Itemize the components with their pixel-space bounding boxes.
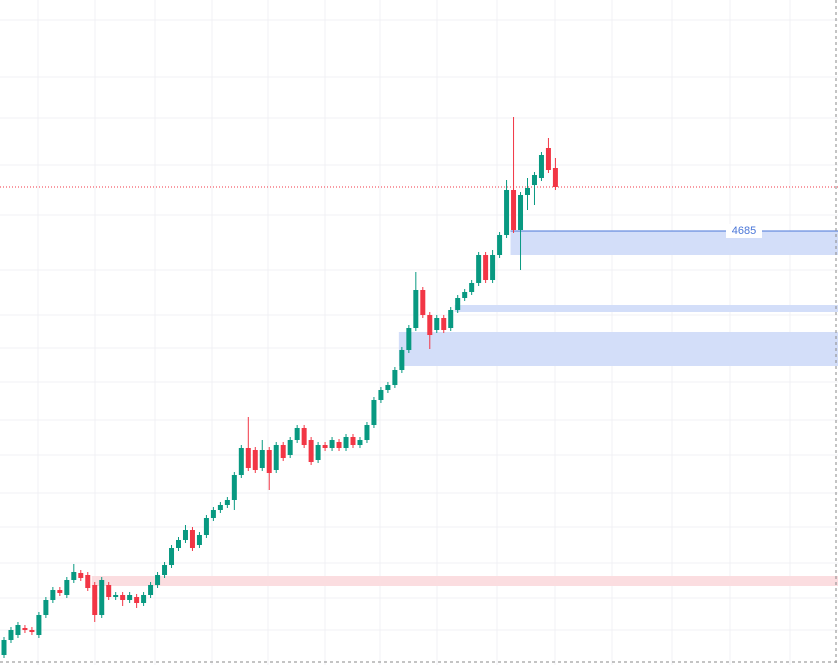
candle-body xyxy=(385,385,391,390)
candle-body xyxy=(336,442,342,448)
candle-body xyxy=(350,437,356,445)
candle-body xyxy=(148,585,154,595)
candle-body xyxy=(518,195,524,230)
candle-body xyxy=(99,580,105,615)
candle-body xyxy=(280,445,286,458)
candle-body xyxy=(301,428,307,445)
candle-body xyxy=(273,445,279,470)
candle-body xyxy=(511,190,517,230)
candle-body xyxy=(22,628,28,630)
candle-body xyxy=(322,445,328,448)
candle-body xyxy=(545,148,551,170)
candle-body xyxy=(155,575,161,585)
candle-body xyxy=(531,175,537,185)
candle-body xyxy=(469,283,475,292)
candle-body xyxy=(92,585,98,615)
candle-body xyxy=(71,572,77,580)
candle-body xyxy=(224,500,230,505)
candle-body xyxy=(203,518,209,535)
candle-body xyxy=(538,155,544,178)
candle-body xyxy=(357,440,363,445)
candle-body xyxy=(210,510,216,518)
candle-body xyxy=(462,292,468,298)
candle-body xyxy=(448,310,454,328)
candle-body xyxy=(406,328,412,350)
label-bg xyxy=(726,224,762,238)
candle-body xyxy=(182,530,188,540)
zone xyxy=(398,332,838,366)
candle-body xyxy=(266,450,272,473)
candle-body xyxy=(36,615,42,635)
candle-body xyxy=(329,440,335,448)
candle-body xyxy=(127,595,133,600)
candle-body xyxy=(490,255,496,280)
candle-body xyxy=(85,575,91,588)
candle-body xyxy=(64,580,70,595)
candle-body xyxy=(43,600,49,615)
candle-body xyxy=(434,318,440,330)
candle-body xyxy=(497,235,503,255)
candle-body xyxy=(343,437,349,448)
candle-body xyxy=(525,188,530,195)
candle-body xyxy=(427,315,433,335)
candle-body xyxy=(238,448,244,475)
zone xyxy=(510,231,838,255)
candle-body xyxy=(364,425,370,440)
zone-label: 4685 xyxy=(732,225,756,237)
candle-body xyxy=(162,565,168,575)
candle-body xyxy=(8,630,14,640)
candle-body xyxy=(106,585,112,597)
zone xyxy=(91,576,838,586)
candle-body xyxy=(455,298,461,310)
candle-body xyxy=(252,450,258,470)
candle-body xyxy=(231,475,237,500)
candle-body xyxy=(176,540,181,548)
candle-body xyxy=(259,450,265,468)
candle-body xyxy=(57,590,63,593)
candle-body xyxy=(392,370,398,385)
candle-body xyxy=(552,168,558,187)
candle-body xyxy=(169,548,175,565)
candle-body xyxy=(78,573,84,578)
candle-body xyxy=(420,290,426,315)
candle-body xyxy=(287,440,293,455)
candle-body xyxy=(134,597,140,603)
candle-body xyxy=(483,255,489,280)
candle-body xyxy=(196,535,202,545)
candle-body xyxy=(120,595,126,600)
candle-body xyxy=(294,428,300,440)
candle-body xyxy=(308,440,314,462)
candle-body xyxy=(399,350,405,370)
candle-body xyxy=(141,595,147,603)
candle-body xyxy=(441,318,447,330)
candle-body xyxy=(245,448,251,468)
candle-body xyxy=(371,400,377,425)
candle-body xyxy=(476,255,482,283)
candle-body xyxy=(315,445,321,460)
zone xyxy=(454,305,838,312)
candle-body xyxy=(217,505,223,510)
candle-body xyxy=(189,530,195,548)
candle-body xyxy=(29,630,35,632)
candle-body xyxy=(113,595,119,597)
candle-body xyxy=(1,640,7,655)
candle-body xyxy=(504,190,510,235)
candle-body xyxy=(413,290,419,328)
candle-body xyxy=(15,625,21,635)
candle-body xyxy=(378,390,384,400)
candle-body xyxy=(50,590,56,600)
